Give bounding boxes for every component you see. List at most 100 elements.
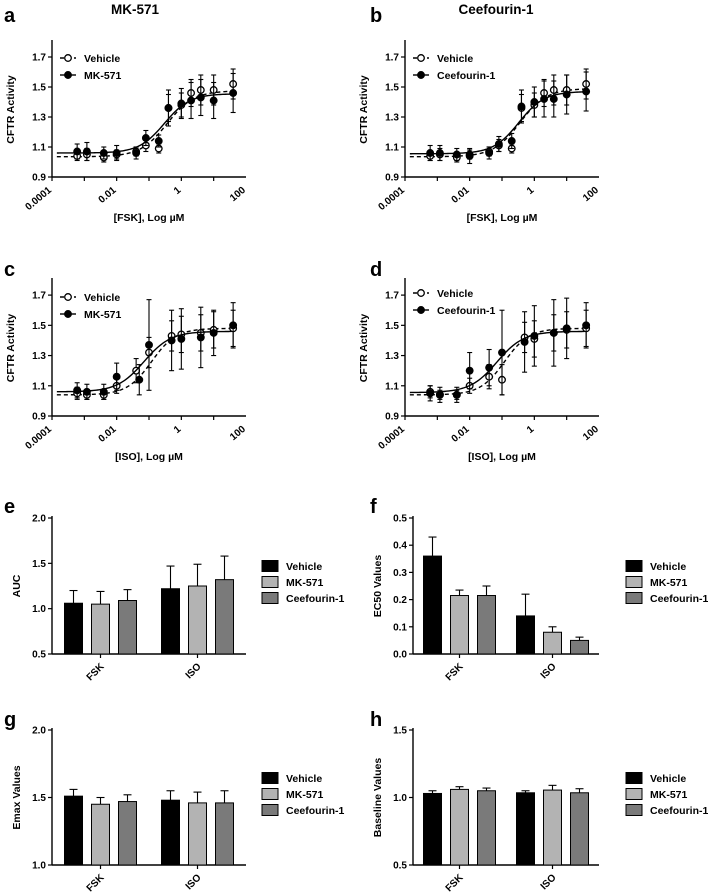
chart-c: c 0.9 1.1 1.3 1.5 1.7 0.0001 0.01 1 100 [ISO], Log…: [4, 259, 248, 463]
x-tick-label-a: 0.0001: [23, 185, 54, 213]
x-tick-label-c: 1: [172, 424, 184, 436]
x-tick-label-b: 100: [581, 185, 601, 204]
bar-f-iso-vehicle: [516, 615, 535, 655]
data-point-d: [562, 324, 571, 333]
data-point-c: [73, 386, 82, 395]
data-point-b: [452, 150, 461, 159]
legend-label-f: MK-571: [650, 577, 688, 589]
y-tick-label-a: 1.5: [32, 83, 46, 94]
x-tick-label-b: 1: [525, 185, 537, 197]
y-tick-label-e: 0.5: [32, 650, 46, 661]
bar-g-fsk-mk-571: [91, 803, 110, 866]
data-point-b: [549, 95, 558, 103]
panel-label-a: a: [4, 5, 16, 27]
data-point-a: [82, 147, 91, 156]
y-tick-label-c: 1.5: [32, 321, 46, 332]
data-point-b: [507, 137, 516, 145]
legend-label-f: Vehicle: [650, 561, 686, 573]
data-point-d: [485, 363, 494, 372]
bar-g-fsk-ceefourin-1: [118, 801, 137, 866]
y-tick-label-d: 1.7: [385, 291, 399, 302]
category-label-e: FSK: [85, 661, 107, 683]
legend-swatch-g: [261, 804, 279, 816]
data-point-b: [530, 98, 539, 106]
data-point-a: [112, 149, 121, 157]
legend-label-a: MK-571: [84, 70, 122, 82]
legend-swatch-g: [261, 788, 279, 800]
legend-swatch-g: [261, 772, 279, 784]
panel-label-g: g: [4, 709, 16, 731]
data-point-a: [99, 149, 108, 157]
data-point-b: [426, 149, 435, 157]
legend-marker-b: [417, 54, 425, 62]
data-point-c: [177, 334, 186, 343]
y-tick-label-e: 1.0: [32, 604, 46, 615]
bar-e-fsk-mk-571: [91, 603, 110, 655]
data-point-b: [582, 87, 591, 96]
y-tick-label-d: 1.5: [385, 321, 399, 332]
legend-label-b: Ceefourin-1: [437, 70, 496, 82]
data-point-a: [177, 99, 186, 108]
x-axis-label-a: [FSK], Log µM: [114, 212, 185, 224]
bar-e-iso-ceefourin-1: [215, 579, 234, 655]
bar-e-fsk-vehicle: [64, 602, 83, 655]
data-point-c: [99, 387, 108, 396]
legend-swatch-f: [625, 592, 643, 604]
data-point-c: [167, 336, 176, 345]
x-tick-label-c: 100: [228, 424, 248, 443]
data-point-d: [426, 389, 435, 398]
data-point-c: [112, 372, 121, 381]
y-tick-label-f: 0.1: [393, 622, 407, 633]
legend-label-b: Vehicle: [437, 53, 473, 65]
y-tick-label-g: 1.0: [32, 861, 46, 872]
y-tick-label-f: 0.3: [393, 568, 407, 579]
chart-b: b 0.9 1.1 1.3 1.5 1.7 0.0001 0.01 1 100 [FSK], Log…: [358, 5, 601, 224]
panel-label-c: c: [4, 259, 15, 281]
bar-h-iso-mk-571: [543, 789, 562, 866]
y-tick-label-c: 1.7: [32, 291, 46, 302]
x-tick-label-c: 0.01: [97, 424, 119, 445]
legend-label-d: Vehicle: [437, 288, 473, 300]
bar-e-iso-vehicle: [161, 588, 180, 655]
data-point-d: [435, 390, 444, 399]
legend-swatch-h: [625, 772, 643, 784]
data-point-c: [209, 328, 218, 337]
y-tick-label-g: 1.5: [32, 793, 46, 804]
legend-label-h: Ceefourin-1: [650, 805, 708, 817]
chart-g: g 1.0 1.5 2.0 Emax Values FSK ISO Vehicle MK-571…: [4, 709, 345, 894]
y-tick-label-b: 1.5: [385, 83, 399, 94]
legend-label-a: Vehicle: [84, 53, 120, 65]
category-label-f: FSK: [444, 661, 466, 683]
panel-label-d: d: [370, 259, 382, 281]
x-axis-label-d: [ISO], Log µM: [468, 451, 536, 463]
y-tick-label-e: 1.5: [32, 559, 46, 570]
x-tick-label-b: 0.01: [450, 185, 472, 206]
y-tick-label-e: 2.0: [32, 514, 46, 525]
chart-h: h 0.5 1.0 1.5 Baseline Values FSK ISO Vehicle MK…: [370, 709, 708, 894]
data-point-b: [562, 90, 571, 99]
x-tick-label-a: 100: [228, 185, 248, 204]
data-point-a: [73, 147, 82, 156]
chart-e: e 0.5 1.0 1.5 2.0 AUC FSK ISO Vehicle MK-571 Ceefo…: [4, 496, 345, 683]
legend-label-d: Ceefourin-1: [437, 305, 496, 317]
x-tick-label-d: 0.01: [450, 424, 472, 445]
legend-marker-a: [64, 54, 72, 62]
legend-label-c: Vehicle: [84, 292, 120, 304]
legend-swatch-f: [625, 560, 643, 572]
data-point-a: [141, 134, 150, 142]
data-point-b: [494, 140, 503, 148]
y-tick-label-c: 0.9: [32, 412, 46, 423]
category-label-g: FSK: [85, 872, 107, 894]
data-point-d: [452, 390, 461, 399]
y-tick-label-h: 1.0: [393, 793, 407, 804]
data-point-a: [209, 96, 218, 105]
legend-label-e: Vehicle: [286, 561, 322, 573]
legend-marker-c: [64, 293, 72, 301]
bar-h-iso-vehicle: [516, 792, 535, 866]
panel-label-e: e: [4, 496, 15, 518]
y-tick-label-f: 0.2: [393, 595, 407, 606]
bar-f-fsk-ceefourin-1: [477, 595, 496, 655]
y-tick-label-a: 1.3: [32, 113, 46, 124]
x-axis-label-b: [FSK], Log µM: [467, 212, 538, 224]
